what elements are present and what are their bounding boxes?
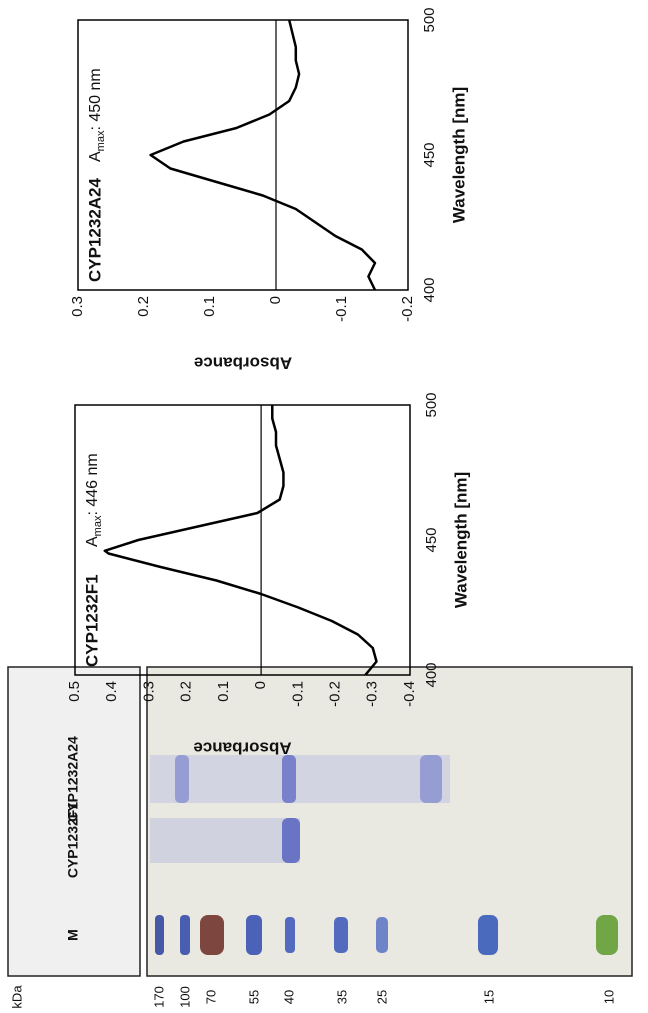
x-tick-label: 450 [421,142,438,167]
marker-label: 15 [481,990,496,1004]
y-tick-label: -0.1 [289,681,306,707]
lane-label: CYP1232A24 [65,736,81,822]
y-tick-label: 0.2 [135,296,152,317]
sample-label: CYP1232F1 [82,574,101,667]
x-tick-label: 500 [423,392,440,417]
rotated-figure: -0.4-0.3-0.2-0.100.10.20.30.40.540045050… [0,0,648,1013]
y-tick-label: 0 [252,681,269,689]
amax-text: : 450 nm [87,68,104,130]
band [180,915,190,955]
unit-label: kDa [9,985,24,1009]
y-tick-label: 0.1 [201,296,218,317]
y-tick-label: 0.3 [69,296,86,317]
y-tick-label: -0.3 [364,681,381,707]
x-tick-label: 500 [421,7,438,32]
band [200,915,224,955]
marker-label: 70 [203,990,218,1004]
amax-subscript: max [92,515,104,536]
lane-smear [150,818,300,863]
marker-label: 55 [246,990,261,1004]
band [282,755,296,803]
band [282,818,300,863]
amax-symbol: A [84,536,101,547]
band [334,917,348,953]
y-tick-label: -0.2 [327,681,344,707]
y-tick-label: -0.2 [399,296,416,322]
lane-smear [150,755,450,803]
marker-label: 25 [374,990,389,1004]
marker-label: 10 [601,990,616,1004]
y-tick-label: 0.1 [215,681,232,702]
y-axis-title: Absorbance [194,354,292,373]
marker-label: 40 [281,990,296,1004]
band [478,915,498,955]
x-tick-label: 450 [423,527,440,552]
y-tick-label: -0.1 [333,296,350,322]
sample-label: CYP1232A24 [85,177,104,282]
y-tick-label: 0.5 [66,681,83,702]
y-tick-label: -0.4 [401,681,418,707]
y-tick-label: 0.2 [178,681,195,702]
band [420,755,442,803]
y-tick-label: 0.3 [140,681,157,702]
y-tick-label: 0 [267,296,284,304]
x-axis-title: Wavelength [nm] [449,87,468,223]
amax-text: : 446 nm [84,453,101,515]
marker-label: 170 [151,986,166,1008]
x-axis-title: Wavelength [nm] [451,472,470,608]
band [376,917,388,953]
marker-label: 35 [334,990,349,1004]
y-axis-title: Absorbance [193,739,291,758]
marker-label: 100 [177,986,192,1008]
x-tick-label: 400 [421,277,438,302]
band [285,917,295,953]
y-tick-label: 0.4 [103,681,120,702]
band [155,915,164,955]
band [246,915,262,955]
amax-subscript: max [95,130,107,151]
amax-symbol: A [87,151,104,162]
figure: -0.4-0.3-0.2-0.100.10.20.30.40.540045050… [0,0,648,1013]
lane-label: M [65,929,81,941]
band [596,915,618,955]
band [175,755,189,803]
x-tick-label: 400 [423,662,440,687]
